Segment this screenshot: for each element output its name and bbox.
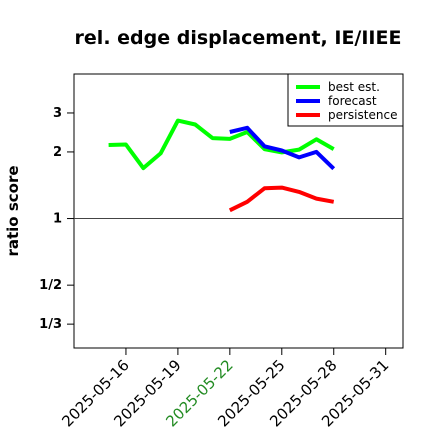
series-line-forecast <box>229 125 336 171</box>
y-tick-label: 1 <box>53 212 62 227</box>
x-axis: 2025-05-162025-05-192025-05-222025-05-25… <box>58 348 393 430</box>
series-line-best-est <box>108 118 335 171</box>
y-tick-label: 2 <box>53 145 62 160</box>
y-axis: 3 2 1 1/2 1/3 <box>39 106 74 332</box>
legend-label: forecast <box>328 94 377 108</box>
y-tick-label: 1/2 <box>39 278 62 293</box>
legend-label: persistence <box>328 108 397 122</box>
legend-label: best est. <box>328 80 380 94</box>
series-layer <box>108 118 336 213</box>
y-tick-label: 3 <box>53 106 62 121</box>
plot-area <box>73 73 404 349</box>
y-axis-label: ratio score <box>4 165 22 256</box>
y-tick-label: 1/3 <box>39 317 62 332</box>
series-line-persistence <box>228 185 335 213</box>
chart-title: rel. edge displacement, IE/IIEE <box>75 27 402 49</box>
